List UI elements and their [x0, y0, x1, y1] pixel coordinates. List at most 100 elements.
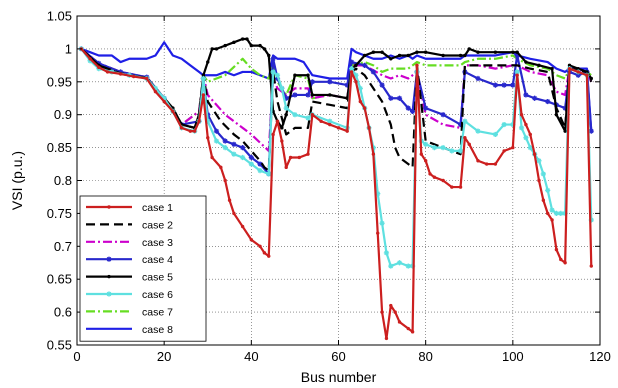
data-point — [384, 336, 389, 341]
data-point — [510, 82, 516, 88]
data-point — [405, 263, 411, 269]
legend-box — [79, 195, 207, 342]
legend-label: case 8 — [142, 324, 173, 336]
x-tick-label: 0 — [73, 349, 80, 364]
data-point — [371, 152, 376, 156]
data-point — [441, 178, 445, 183]
data-point — [370, 69, 376, 75]
data-point — [423, 50, 428, 54]
legend-entry: case 2 — [86, 219, 173, 231]
legend-label: case 3 — [142, 237, 173, 249]
data-point — [502, 149, 506, 153]
legend-label: case 2 — [142, 219, 173, 231]
data-point — [511, 145, 515, 150]
y-tick-label: 0.8 — [54, 173, 72, 188]
data-point — [546, 211, 550, 216]
data-point — [537, 178, 541, 183]
data-point — [396, 260, 403, 266]
data-point — [145, 76, 149, 81]
legend-label: case 1 — [142, 202, 173, 214]
data-point — [262, 251, 267, 255]
data-point — [523, 92, 529, 98]
data-point — [388, 263, 394, 269]
x-axis-label: Bus number — [301, 369, 377, 385]
data-point — [222, 138, 228, 144]
data-point — [327, 79, 333, 85]
y-tick-label: 0.85 — [47, 140, 72, 155]
data-point — [336, 126, 341, 130]
data-point — [537, 63, 541, 68]
y-tick-label: 0.75 — [47, 206, 72, 221]
data-point — [476, 159, 480, 163]
data-point — [462, 118, 468, 124]
legend-entry: case 7 — [86, 306, 173, 318]
data-point — [523, 135, 529, 141]
data-point — [232, 211, 236, 216]
data-point — [493, 50, 498, 54]
data-point — [458, 53, 463, 58]
data-point — [306, 73, 310, 77]
data-point — [319, 119, 323, 123]
data-point — [188, 129, 193, 133]
legend-entry: case 3 — [86, 237, 173, 249]
data-point — [406, 326, 410, 331]
series-layer — [78, 37, 594, 341]
y-tick-label: 0.65 — [47, 272, 72, 287]
data-point — [562, 105, 568, 111]
data-point — [271, 132, 275, 137]
data-point — [249, 43, 254, 48]
data-point — [549, 207, 555, 213]
data-point — [379, 220, 385, 226]
data-point — [219, 165, 223, 170]
data-point — [257, 161, 263, 167]
data-point — [524, 122, 528, 127]
data-point — [227, 198, 232, 202]
data-point — [280, 126, 284, 130]
data-point — [153, 89, 158, 94]
data-point — [240, 224, 245, 229]
data-point — [283, 105, 289, 111]
data-point — [354, 63, 358, 68]
x-tick-label: 80 — [418, 349, 432, 364]
legend-marker — [107, 205, 111, 209]
data-point — [249, 238, 254, 242]
data-point — [283, 95, 289, 101]
data-point — [588, 128, 594, 134]
data-point — [545, 98, 551, 105]
data-point — [362, 62, 368, 68]
data-point — [415, 63, 419, 68]
data-point — [450, 185, 454, 189]
data-point — [389, 57, 393, 61]
legend-marker — [106, 256, 112, 262]
data-point — [232, 40, 236, 45]
data-point — [585, 73, 589, 77]
data-point — [348, 66, 355, 72]
data-point — [423, 105, 429, 111]
legend-label: case 4 — [142, 254, 173, 266]
series-case-8 — [80, 41, 593, 132]
legend-entry: case 5 — [86, 272, 173, 284]
data-point — [206, 136, 210, 140]
x-tick-label: 40 — [244, 349, 258, 364]
data-point — [428, 172, 432, 176]
data-point — [376, 231, 380, 235]
data-point — [389, 303, 393, 308]
data-point — [528, 132, 532, 137]
data-point — [344, 82, 350, 88]
data-point — [562, 210, 568, 216]
legend: case 1 case 2 case 3 case 4 case 5 case 6 case… — [79, 195, 207, 342]
data-point — [131, 74, 136, 79]
data-point — [214, 47, 219, 51]
data-point — [576, 66, 580, 71]
data-point — [297, 155, 301, 160]
data-point — [501, 121, 507, 128]
y-tick-label: 0.95 — [47, 74, 72, 89]
data-point — [405, 105, 411, 111]
data-point — [284, 113, 288, 117]
data-point — [484, 162, 489, 166]
data-point — [524, 60, 528, 64]
data-point — [279, 85, 285, 91]
data-point — [117, 69, 124, 75]
series-case-1 — [79, 47, 593, 341]
legend-marker — [107, 274, 111, 279]
